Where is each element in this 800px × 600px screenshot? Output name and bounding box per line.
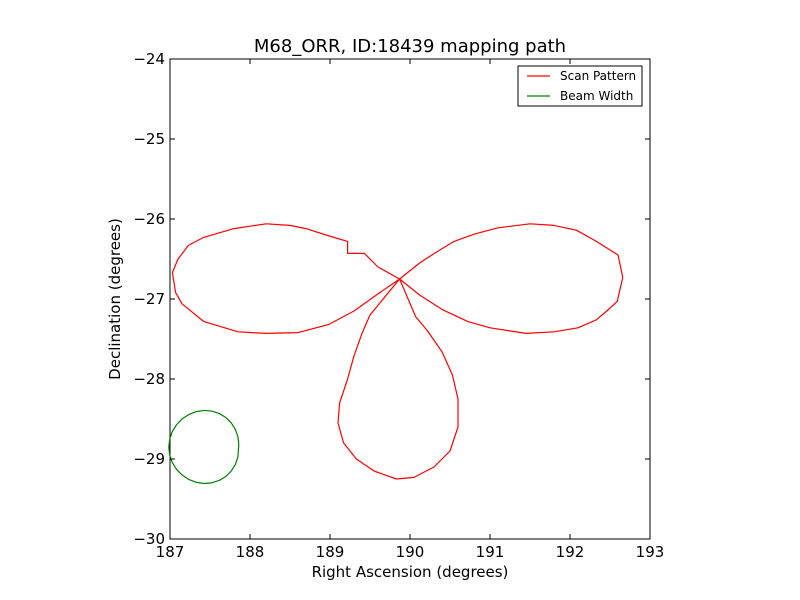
y-tick-label-4: −26 — [133, 210, 165, 228]
legend-box — [517, 65, 643, 107]
x-tick-label-4: 191 — [476, 543, 505, 561]
x-tick-label-1: 188 — [236, 543, 265, 561]
series-layer — [168, 223, 624, 485]
legend: Scan Pattern Beam Width — [517, 65, 643, 107]
x-tick-label-0: 187 — [156, 543, 185, 561]
x-axis-label: Right Ascension (degrees) — [312, 563, 509, 581]
ticks-layer — [169, 58, 651, 540]
plot-frame — [169, 58, 651, 540]
x-tick-label-6: 193 — [636, 543, 665, 561]
legend-label-beam-width: Beam Width — [560, 89, 633, 103]
chart-title: M68_ORR, ID:18439 mapping path — [254, 36, 566, 57]
series-line-beam-width — [168, 409, 240, 485]
y-tick-label-3: −27 — [133, 290, 165, 308]
y-tick-label-0: −30 — [133, 530, 165, 548]
y-tick-label-1: −29 — [133, 450, 165, 468]
x-tick-labels: 187 188 189 190 191 192 193 — [156, 543, 665, 561]
y-tick-label-2: −28 — [133, 370, 165, 388]
y-tick-label-5: −25 — [133, 130, 165, 148]
legend-label-scan-pattern: Scan Pattern — [560, 69, 636, 83]
x-tick-label-3: 190 — [396, 543, 425, 561]
x-tick-label-2: 189 — [316, 543, 345, 561]
series-line-scan-pattern — [171, 223, 624, 480]
x-tick-label-5: 192 — [556, 543, 585, 561]
plot-area — [168, 58, 651, 540]
y-tick-label-6: −24 — [133, 50, 165, 68]
y-axis-label: Declination (degrees) — [106, 218, 124, 380]
y-tick-labels: −30 −29 −28 −27 −26 −25 −24 — [133, 50, 165, 548]
